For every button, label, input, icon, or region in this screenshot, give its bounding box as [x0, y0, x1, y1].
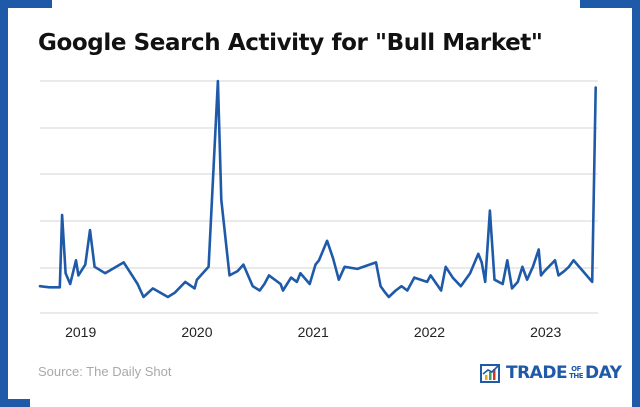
x-tick-label-2019: 2019	[65, 324, 96, 340]
x-tick-label-2022: 2022	[414, 324, 445, 340]
bar-chart-logo-icon	[480, 364, 500, 383]
series-layer	[38, 79, 598, 299]
brand-word-the: THE	[569, 372, 583, 380]
brand-logo[interactable]: TRADE OF THE DAY	[480, 360, 622, 386]
brand-word-small: OF THE	[569, 366, 583, 380]
brand-word-day: DAY	[585, 363, 622, 383]
x-axis-ticks: 2019 2020 2021 2022 2023	[65, 324, 561, 340]
frame-top-right-horizontal	[580, 0, 640, 8]
gridlines	[40, 80, 598, 314]
x-tick-label-2021: 2021	[298, 324, 329, 340]
series-line-0	[38, 79, 598, 299]
frame-top-left-horizontal	[0, 0, 52, 8]
frame-bottom-left-horizontal	[0, 399, 30, 407]
frame-top-right-vertical	[632, 0, 640, 407]
x-tick-label-2023: 2023	[530, 324, 561, 340]
frame-top-left-vertical	[0, 0, 8, 400]
brand-wordmark: TRADE OF THE DAY	[506, 363, 622, 383]
chart-title: Google Search Activity for "Bull Market"	[38, 30, 543, 56]
source-note: Source: The Daily Shot	[38, 364, 172, 379]
x-tick-label-2020: 2020	[181, 324, 212, 340]
brand-word-of: OF	[571, 365, 581, 373]
brand-word-trade: TRADE	[506, 363, 568, 383]
